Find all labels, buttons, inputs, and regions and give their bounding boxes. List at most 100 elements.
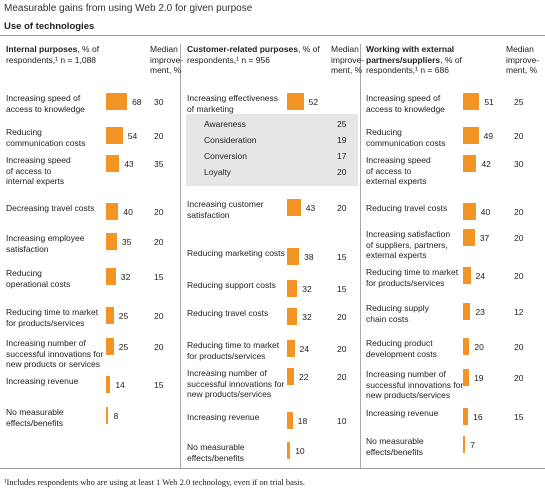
bar-row-increasing-number-of-successful-innovations-for-new-products-services: Increasing number of successful innovatio…: [366, 369, 542, 409]
value-label: 35: [121, 237, 132, 247]
value-label: 40: [480, 207, 491, 217]
value-label: 16: [473, 412, 483, 422]
value-label: 37: [479, 233, 490, 243]
value-label: 43: [124, 159, 134, 169]
median-value: 20: [154, 207, 164, 217]
bar-row-reducing-travel-costs: Reducing travel costs 32 20: [187, 308, 357, 348]
bar-row-reducing-product-development-costs: Reducing product development costs 20 20: [366, 338, 542, 378]
panel-header-detail: , % of respondents,¹ n = 956: [187, 44, 320, 65]
category-label: Increasing speed of access to external exp…: [366, 155, 431, 186]
sub-item-label-conversion: Conversion: [204, 151, 247, 161]
value-label: 24: [475, 271, 486, 281]
bar: [287, 280, 298, 297]
category-label: No measurable effects/benefits: [187, 442, 245, 463]
median-value: 20: [337, 344, 347, 354]
bar: [463, 229, 475, 246]
value-label: 68: [132, 97, 142, 107]
panel-header-title: Customer-related purposes: [187, 44, 298, 54]
median-header: Median improve-ment, %: [331, 44, 365, 75]
bar: [463, 127, 479, 144]
sub-item-median: 20: [337, 167, 347, 177]
value-label: 49: [483, 131, 494, 141]
category-label: Increasing revenue: [366, 408, 439, 418]
category-label: Increasing satisfaction of suppliers, par…: [366, 229, 451, 260]
bar: [106, 338, 114, 355]
panel-header: Internal purposes, % of respondents,¹ n …: [6, 44, 146, 65]
median-header: Median improve-ment, %: [150, 44, 184, 75]
footnote: ¹Includes respondents who are using at l…: [4, 477, 305, 487]
panel-header: Customer-related purposes, % of responde…: [187, 44, 327, 65]
bar: [463, 203, 476, 220]
bar-row-no-measurable-effects-benefits: No measurable effects/benefits 8: [6, 407, 176, 447]
bar: [106, 268, 116, 285]
median-value: 15: [337, 252, 347, 262]
bar: [287, 248, 300, 265]
category-label: Increasing revenue: [6, 376, 79, 386]
bar-row-increasing-revenue: Increasing revenue 16 15: [366, 408, 542, 448]
category-label: Increasing number of successful innovatio…: [366, 369, 464, 400]
bar-row-increasing-employee-satisfaction: Increasing employee satisfaction 35 20: [6, 233, 176, 273]
value-label: 20: [474, 342, 484, 352]
bar-row-reducing-support-costs: Reducing support costs 32 15: [187, 280, 357, 320]
value-label: 40: [123, 207, 133, 217]
bar-row-reducing-time-to-market-for-products-services: Reducing time to market for products/serv…: [6, 307, 176, 347]
bar: [287, 199, 301, 216]
bar: [463, 267, 471, 284]
value-label: 32: [302, 312, 312, 322]
category-label: Increasing number of successful innovatio…: [6, 338, 104, 369]
category-label: Increasing revenue: [187, 412, 260, 422]
median-value: 20: [514, 233, 524, 243]
bottom-divider: [0, 468, 545, 469]
bar-row-reducing-marketing-costs: Reducing marketing costs 38 15: [187, 248, 357, 288]
median-value: 20: [514, 342, 524, 352]
category-label: Reducing time to market for products/serv…: [6, 307, 99, 328]
value-label: 18: [297, 416, 308, 426]
bar: [106, 127, 123, 144]
median-value: 20: [514, 207, 524, 217]
bar: [287, 340, 295, 357]
chart-subtitle: Use of technologies: [4, 21, 95, 32]
median-header: Median improve-ment, %: [506, 44, 540, 75]
category-label: Reducing communication costs: [6, 127, 86, 148]
sub-item-median: 17: [337, 151, 347, 161]
median-value: 20: [337, 203, 347, 213]
median-value: 25: [514, 97, 524, 107]
bar-row-decreasing-travel-costs: Decreasing travel costs 40 20: [6, 203, 176, 243]
sub-item-label-consideration: Consideration: [204, 135, 257, 145]
bar: [106, 233, 117, 250]
median-value: 20: [337, 372, 347, 382]
bar: [287, 368, 295, 385]
bar: [287, 412, 293, 429]
bar: [463, 338, 470, 355]
category-label: Reducing product development costs: [366, 338, 437, 359]
bar: [287, 308, 298, 325]
bar-row-no-measurable-effects-benefits: No measurable effects/benefits 10: [187, 442, 357, 482]
value-label: 23: [475, 307, 485, 317]
panel-header-title: Internal purposes: [6, 44, 78, 54]
bar: [287, 442, 291, 459]
value-label: 32: [302, 284, 312, 294]
bar-row-increasing-revenue: Increasing revenue 18 10: [187, 412, 357, 452]
category-label: Increasing speed of access to internal exp…: [6, 155, 71, 186]
bar: [287, 93, 304, 110]
category-label: Reducing support costs: [187, 280, 276, 290]
median-value: 12: [514, 307, 524, 317]
median-value: 15: [154, 272, 164, 282]
bar-row-reducing-time-to-market-for-products-services: Reducing time to market for products/serv…: [187, 340, 357, 380]
bar-row-increasing-speed-of-access-to-knowledge: Increasing speed of access to knowledge 68…: [6, 93, 176, 133]
bar: [463, 408, 469, 425]
category-label: Increasing number of successful innovatio…: [187, 368, 285, 399]
median-value: 20: [154, 237, 164, 247]
category-label: Increasing speed of access to knowledge: [6, 93, 85, 114]
category-label: Increasing employee satisfaction: [6, 233, 85, 254]
bar: [463, 303, 471, 320]
bar-row-increasing-customer-satisfaction: Increasing customer satisfaction 43 20: [187, 199, 357, 239]
sub-item-label-loyalty: Loyalty: [204, 167, 231, 177]
bar-row-increasing-effectiveness-of-marketing: Increasing effectiveness of marketing 52: [187, 93, 357, 133]
median-value: 20: [514, 131, 524, 141]
value-label: 43: [305, 203, 316, 213]
bar: [463, 155, 477, 172]
category-label: Increasing effectiveness of marketing: [187, 93, 279, 114]
panel-header-title: Working with external partners/suppliers: [366, 44, 455, 65]
bar-row-increasing-satisfaction-of-suppliers-partners-external-experts: Increasing satisfaction of suppliers, par…: [366, 229, 542, 269]
